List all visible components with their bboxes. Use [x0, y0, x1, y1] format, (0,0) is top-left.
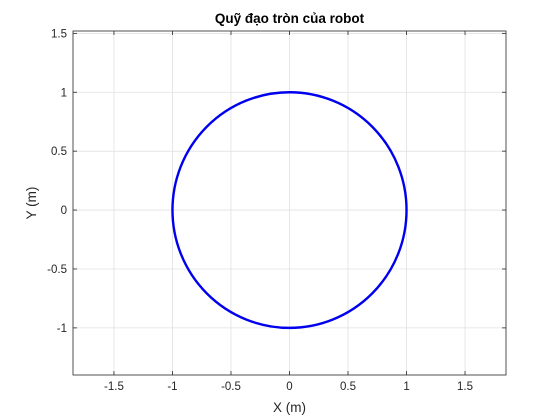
- x-tick-label: 0.5: [340, 381, 356, 393]
- chart-title: Quỹ đạo tròn của robot: [215, 11, 365, 26]
- y-tick-label: 0.5: [51, 146, 67, 158]
- ticks: -1.5 -1 -0.5 0 0.5 1 1.5 -1 -0.5 0 0.5 1 1.5: [47, 28, 506, 393]
- grid: [73, 31, 506, 375]
- y-tick-label: 1: [61, 87, 67, 99]
- x-tick-label: 1.5: [457, 381, 473, 393]
- y-tick-label: 1.5: [51, 28, 67, 40]
- x-tick-label: -1.5: [104, 381, 124, 393]
- trajectory-circle: [171, 91, 408, 330]
- y-tick-label: 0: [61, 205, 67, 217]
- x-tick-label: -1: [167, 381, 177, 393]
- y-tick-label: -0.5: [47, 264, 67, 276]
- x-tick-label: 1: [403, 381, 409, 393]
- x-axis-label: X (m): [273, 400, 306, 415]
- y-tick-label: -1: [57, 323, 67, 335]
- x-tick-label: 0: [286, 381, 292, 393]
- plot-area: [171, 91, 408, 330]
- x-tick-label: -0.5: [221, 381, 241, 393]
- y-axis-label: Y (m): [24, 187, 39, 220]
